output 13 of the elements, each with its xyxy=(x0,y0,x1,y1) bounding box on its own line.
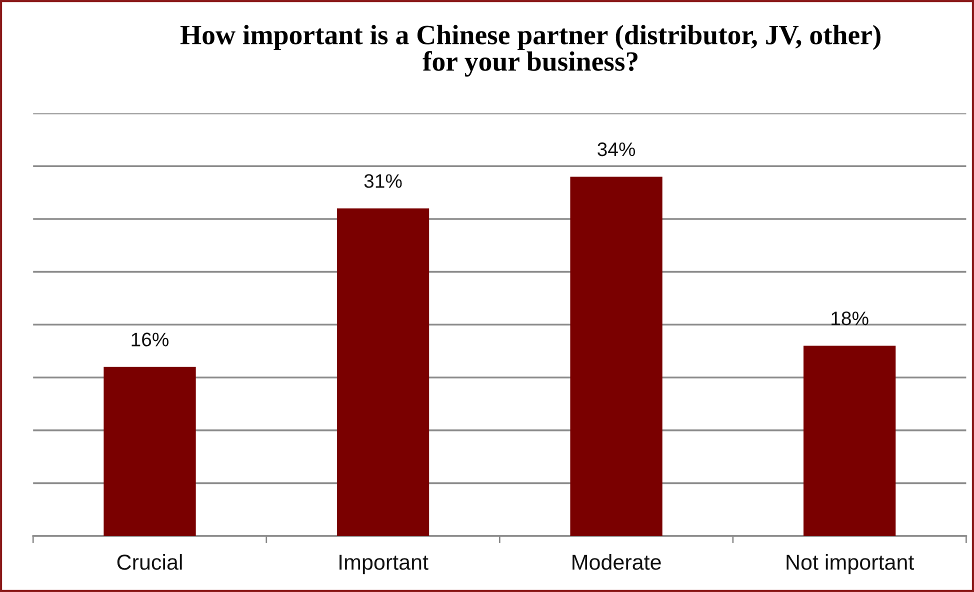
data-label: 34% xyxy=(598,142,636,156)
data-label: 18% xyxy=(832,312,868,326)
x-tick-label: Crucial xyxy=(117,554,182,570)
bar xyxy=(336,208,430,536)
chart-title: How important is a Chinese partner (distributor, JV, other) for your business? xyxy=(180,24,880,77)
bar xyxy=(804,346,896,536)
x-tick-label: Not important xyxy=(786,554,914,574)
bar xyxy=(104,366,196,536)
x-tick-label: Important xyxy=(340,554,428,574)
data-label: 31% xyxy=(364,174,402,188)
data-label: 16% xyxy=(132,332,169,346)
bar xyxy=(570,176,662,536)
x-tick-label: Moderate xyxy=(572,554,661,570)
